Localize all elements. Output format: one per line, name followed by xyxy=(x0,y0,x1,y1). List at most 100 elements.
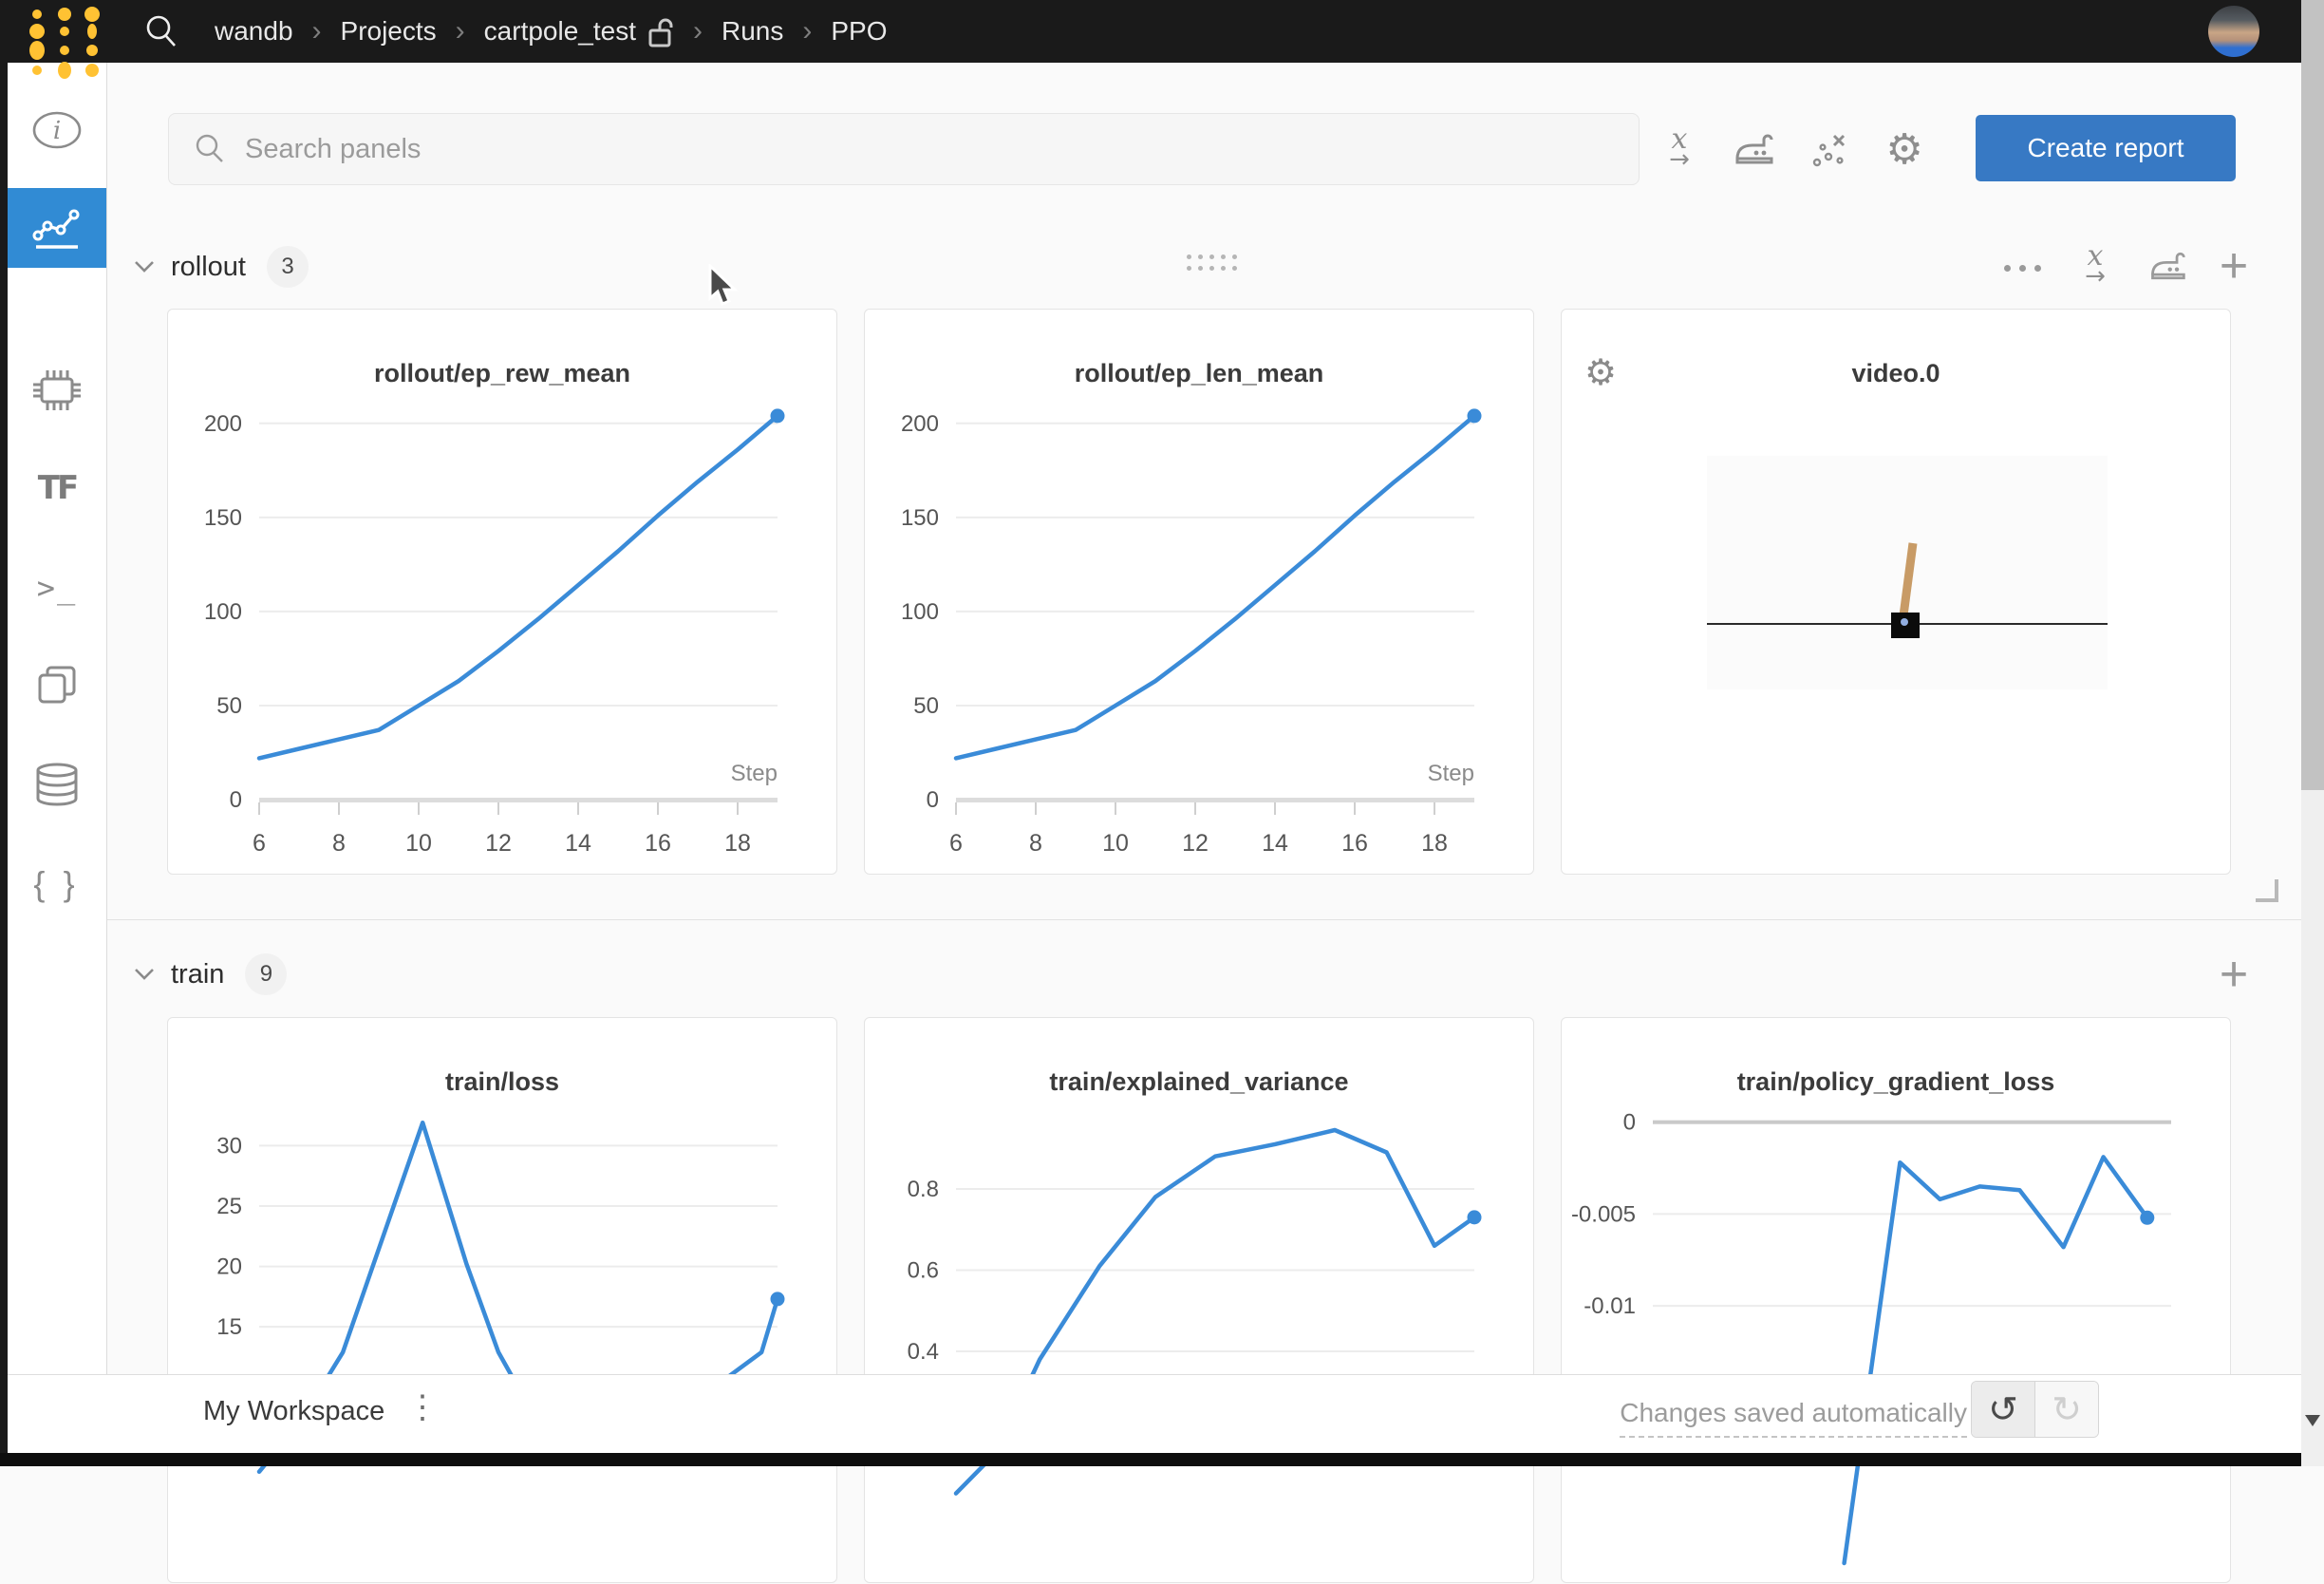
panel-gear-icon[interactable]: ⚙ xyxy=(1584,353,1618,393)
outliers-icon[interactable] xyxy=(1804,123,1857,176)
chart-title: train/explained_variance xyxy=(1049,1067,1349,1096)
svg-text:-0.01: -0.01 xyxy=(1584,1293,1636,1319)
add-panel-icon[interactable]: + xyxy=(2219,238,2249,293)
svg-text:25: 25 xyxy=(216,1194,242,1219)
redo-button[interactable]: ↻ xyxy=(2035,1382,2098,1437)
svg-text:i: i xyxy=(53,117,61,145)
svg-text:200: 200 xyxy=(204,411,242,437)
global-search-icon[interactable] xyxy=(142,12,180,50)
sidebar-item-charts[interactable] xyxy=(8,188,106,268)
chevron-down-icon[interactable] xyxy=(133,259,156,274)
section-divider xyxy=(107,919,2301,920)
svg-text:Step: Step xyxy=(1428,761,1474,786)
svg-text:0: 0 xyxy=(1623,1110,1636,1136)
svg-text:150: 150 xyxy=(901,505,939,531)
undo-button[interactable]: ↺ xyxy=(1972,1382,2035,1437)
sidebar-item-system[interactable] xyxy=(8,350,106,430)
svg-text:16: 16 xyxy=(645,830,671,857)
add-panel-icon[interactable]: + xyxy=(2219,947,2249,1002)
section-title[interactable]: train xyxy=(171,958,225,990)
sidebar-item-artifacts[interactable] xyxy=(8,745,106,824)
sidebar-item-logs[interactable]: >_ xyxy=(8,548,106,628)
wandb-logo[interactable] xyxy=(25,7,104,79)
sidebar-item-config[interactable]: { } xyxy=(8,844,106,924)
panel-train-explained-variance[interactable]: train/explained_variance 0.4 0.6 0.8 xyxy=(864,1017,1534,1583)
section-title[interactable]: rollout xyxy=(171,251,246,282)
chart-title: train/loss xyxy=(444,1067,560,1096)
search-panels-input[interactable] xyxy=(243,132,1576,166)
breadcrumb-project[interactable]: cartpole_test xyxy=(483,16,636,46)
mouse-cursor xyxy=(708,264,739,306)
svg-text:-0.005: -0.005 xyxy=(1571,1201,1636,1227)
svg-text:0.4: 0.4 xyxy=(908,1339,939,1365)
svg-text:100: 100 xyxy=(901,599,939,625)
breadcrumb-separator: › xyxy=(311,15,322,47)
svg-text:8: 8 xyxy=(332,830,346,857)
svg-text:0.6: 0.6 xyxy=(908,1257,939,1283)
open-lock-icon xyxy=(648,18,673,47)
video-panel-title: video.0 xyxy=(1851,359,1940,387)
svg-text:0: 0 xyxy=(230,787,242,813)
panel-count-badge: 3 xyxy=(267,246,309,288)
autosave-status[interactable]: Changes saved automatically xyxy=(1620,1398,1967,1438)
page-scrollbar[interactable] xyxy=(2301,0,2324,1466)
files-icon xyxy=(38,666,76,704)
panel-search[interactable] xyxy=(168,113,1640,185)
panel-train-policy-gradient-loss[interactable]: train/policy_gradient_loss 0 -0.005 -0.01 xyxy=(1561,1017,2231,1583)
svg-text:8: 8 xyxy=(1029,830,1042,857)
scrollbar-down-arrow[interactable] xyxy=(2305,1415,2320,1426)
x-axis-icon[interactable]: x → xyxy=(1669,123,1690,175)
breadcrumb-runs[interactable]: Runs xyxy=(722,16,784,46)
svg-text:0: 0 xyxy=(927,787,939,813)
breadcrumb-run[interactable]: PPO xyxy=(831,16,888,46)
tensorflow-icon: TF xyxy=(37,469,79,507)
svg-text:18: 18 xyxy=(724,830,751,857)
svg-text:0.8: 0.8 xyxy=(908,1177,939,1202)
window-left-edge xyxy=(0,63,8,1453)
svg-text:10: 10 xyxy=(405,830,432,857)
chart-canvas: 0 50 100 150 200 6 8 10 12 14 16 18 Step xyxy=(901,408,1482,857)
rollout-section-header: rollout 3 xyxy=(133,245,309,289)
breadcrumb-separator: › xyxy=(802,15,813,47)
section-x-axis-icon[interactable]: x → xyxy=(2085,239,2106,292)
section-drag-handle[interactable] xyxy=(1187,255,1237,271)
sidebar-item-model[interactable]: TF xyxy=(8,448,106,528)
svg-text:12: 12 xyxy=(1182,830,1209,857)
breadcrumb-projects[interactable]: Projects xyxy=(340,16,437,46)
section-panel-settings-icon[interactable] xyxy=(2141,239,2194,292)
svg-text:16: 16 xyxy=(1341,830,1368,857)
panel-settings-icon[interactable] xyxy=(1727,123,1780,176)
workspace-name[interactable]: My Workspace xyxy=(203,1396,385,1426)
braces-icon: { } xyxy=(33,864,81,903)
chart-canvas: 0 -0.005 -0.01 xyxy=(1571,1110,2171,1566)
panel-rollout-ep-rew-mean[interactable]: rollout/ep_rew_mean 0 50 100 150 200 6 8 10 12 14… xyxy=(167,309,837,875)
sidebar-item-overview[interactable]: i xyxy=(8,90,106,170)
svg-text:14: 14 xyxy=(1262,830,1288,857)
breadcrumb: wandb › Projects › cartpole_test › Runs … xyxy=(215,15,888,47)
svg-text:200: 200 xyxy=(901,411,939,437)
chip-icon xyxy=(33,370,81,410)
svg-text:6: 6 xyxy=(949,830,963,857)
svg-text:14: 14 xyxy=(565,830,591,857)
line-chart-icon xyxy=(32,209,80,249)
user-avatar[interactable] xyxy=(2208,6,2259,57)
svg-text:100: 100 xyxy=(204,599,242,625)
create-report-button[interactable]: Create report xyxy=(1976,115,2236,181)
chart-canvas: 15 20 25 30 xyxy=(216,1120,785,1475)
sidebar-item-files[interactable] xyxy=(8,646,106,726)
breadcrumb-entity[interactable]: wandb xyxy=(215,16,293,46)
panel-rollout-ep-len-mean[interactable]: rollout/ep_len_mean 0 50 100 150 200 6 8 10 12 14… xyxy=(864,309,1534,875)
breadcrumb-separator: › xyxy=(693,15,703,47)
panel-train-loss[interactable]: train/loss 15 20 25 30 xyxy=(167,1017,837,1583)
svg-text:6: 6 xyxy=(253,830,266,857)
chart-title: rollout/ep_len_mean xyxy=(1074,359,1324,387)
more-options-icon[interactable] xyxy=(1996,241,2049,294)
section-resize-handle[interactable] xyxy=(2256,879,2278,902)
cartpole-video-frame xyxy=(1707,456,2108,689)
settings-gear-icon[interactable]: ⚙ xyxy=(1885,124,1923,174)
scrollbar-thumb[interactable] xyxy=(2301,0,2324,790)
panel-video-0[interactable]: ⚙ video.0 xyxy=(1561,309,2231,875)
svg-text:15: 15 xyxy=(216,1314,242,1340)
chevron-down-icon[interactable] xyxy=(133,967,156,982)
workspace-menu-icon[interactable]: ⋮ xyxy=(406,1389,439,1425)
